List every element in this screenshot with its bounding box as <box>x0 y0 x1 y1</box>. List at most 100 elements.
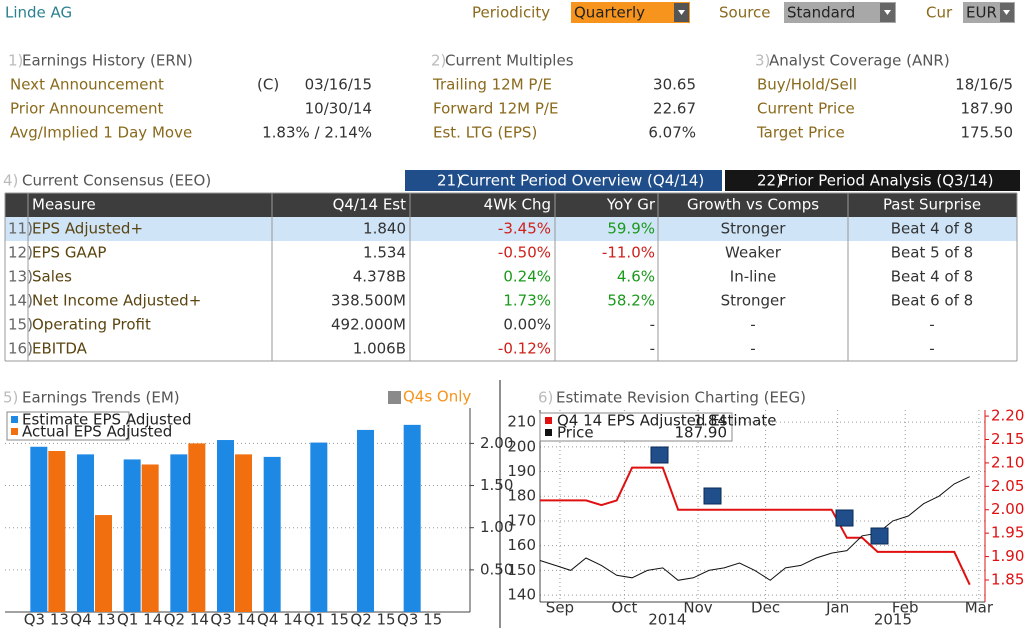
bar <box>403 424 421 612</box>
legend-label: Price <box>557 424 594 442</box>
section-number: 2) <box>431 52 446 70</box>
x-tick-label: Q1 15 <box>304 611 349 628</box>
table-cell: EPS GAAP <box>32 244 106 262</box>
periodicity-dropdown[interactable] <box>571 2 690 23</box>
column-header: Q4/14 Est <box>333 196 407 214</box>
table-cell: 1.534 <box>363 244 406 262</box>
table-cell: Stronger <box>721 292 787 310</box>
tab-label: Prior Period Analysis (Q3/14) <box>779 172 994 190</box>
bar <box>263 456 281 612</box>
section-title: Current Consensus (EEO) <box>22 172 211 190</box>
toggle-checkbox[interactable] <box>388 391 401 404</box>
series-line <box>540 466 971 586</box>
y2-tick-label: 2.05 <box>991 477 1024 495</box>
field-value: 10/30/14 <box>305 100 372 118</box>
event-marker[interactable] <box>703 487 722 505</box>
legend-label: Actual EPS Adjusted <box>22 423 172 441</box>
y2-tick-label: 1.90 <box>991 547 1024 565</box>
x-tick-label: Q2 15 <box>350 611 395 628</box>
event-marker[interactable] <box>835 509 854 527</box>
x-tick-label: Oct <box>611 599 637 617</box>
event-marker[interactable] <box>870 527 889 545</box>
x-tick-label: Dec <box>751 599 780 617</box>
section-number: 6) <box>538 389 553 407</box>
bar <box>141 464 159 612</box>
section-title: Earnings History (ERN) <box>22 52 193 70</box>
table-cell: 1.006B <box>353 340 406 358</box>
table-cell: In-line <box>730 268 776 286</box>
table-cell: Beat 4 of 8 <box>891 268 973 286</box>
x-tick-label: Q4 14 <box>257 611 302 628</box>
table-cell: 59.9% <box>607 220 655 238</box>
source-dropdown[interactable] <box>784 2 896 23</box>
y-tick-label: 1.00 <box>480 518 513 536</box>
currency-label: Cur <box>926 4 953 22</box>
bar <box>235 454 252 612</box>
bar <box>77 454 94 612</box>
field-label: Current Price <box>757 100 855 118</box>
dropdown-arrow-icon <box>678 10 685 15</box>
section-number: 5) <box>3 389 18 407</box>
table-cell: EPS Adjusted+ <box>32 220 143 238</box>
y2-tick-label: 2.20 <box>991 407 1024 425</box>
field-value: 1.83% / 2.14% <box>262 124 372 142</box>
field-label: Prior Announcement <box>10 100 164 118</box>
row-number: 13) <box>8 268 33 286</box>
section-number: 4) <box>3 172 18 190</box>
legend-label: Estimate EPS Adjusted <box>22 411 191 429</box>
table-cell: - <box>650 340 655 358</box>
x-tick-label: Q3 14 <box>210 611 255 628</box>
table-cell: Sales <box>32 268 72 286</box>
tab-number: 21) <box>437 172 462 190</box>
table-cell: - <box>750 316 755 334</box>
periodicity-label: Periodicity <box>472 4 550 22</box>
bar <box>217 440 234 612</box>
x-tick-label: Sep <box>546 599 574 617</box>
y2-tick-label: 2.00 <box>991 500 1024 518</box>
section-number: 1) <box>8 52 23 70</box>
x-tick-label: Q2 14 <box>164 611 209 628</box>
y-tick-label: 200 <box>507 437 536 455</box>
table-cell: - <box>650 316 655 334</box>
legend-value: 1.84 <box>694 412 727 430</box>
table-cell: 0.24% <box>503 268 551 286</box>
bar <box>123 459 141 612</box>
tab[interactable] <box>405 170 722 191</box>
table-cell: 338.500M <box>331 292 406 310</box>
field-value: 03/16/15 <box>305 76 372 94</box>
tab[interactable] <box>725 170 1020 191</box>
section-title: Analyst Coverage (ANR) <box>769 52 950 70</box>
y-tick-label: 2.00 <box>480 434 513 452</box>
column-header: Growth vs Comps <box>687 196 819 214</box>
y-tick-label: 150 <box>507 561 536 579</box>
table-cell: EBITDA <box>32 340 88 358</box>
x-tick-label: Nov <box>683 599 712 617</box>
x-tick-label: Jan <box>825 599 849 617</box>
table-cell: 492.000M <box>331 316 406 334</box>
table-cell: -11.0% <box>602 244 655 262</box>
row-number: 12) <box>8 244 33 262</box>
chart-title: Earnings Trends (EM) <box>22 389 180 407</box>
table-cell: Stronger <box>721 220 787 238</box>
x-tick-label: Feb <box>892 599 919 617</box>
event-marker[interactable] <box>650 446 669 464</box>
field-label: Target Price <box>756 124 845 142</box>
source-value: Standard <box>787 4 855 22</box>
y2-tick-label: 2.15 <box>991 430 1024 448</box>
bar <box>30 446 48 612</box>
table-cell: Operating Profit <box>32 316 151 334</box>
periodicity-value: Quarterly <box>574 4 645 22</box>
currency-value: EUR <box>966 4 997 22</box>
y-tick-label: 140 <box>507 586 536 604</box>
table-cell: Beat 4 of 8 <box>891 220 973 238</box>
field-value: 22.67 <box>653 100 696 118</box>
chart-title: Estimate Revision Charting (EEG) <box>556 389 806 407</box>
y-tick-label: 210 <box>507 413 536 431</box>
field-value: 6.07% <box>648 124 696 142</box>
table-cell: 4.378B <box>353 268 406 286</box>
y2-tick-label: 1.95 <box>991 524 1024 542</box>
table-cell: 1.73% <box>503 292 551 310</box>
toggle-label: Q4s Only <box>403 388 471 406</box>
table-cell: - <box>929 340 934 358</box>
